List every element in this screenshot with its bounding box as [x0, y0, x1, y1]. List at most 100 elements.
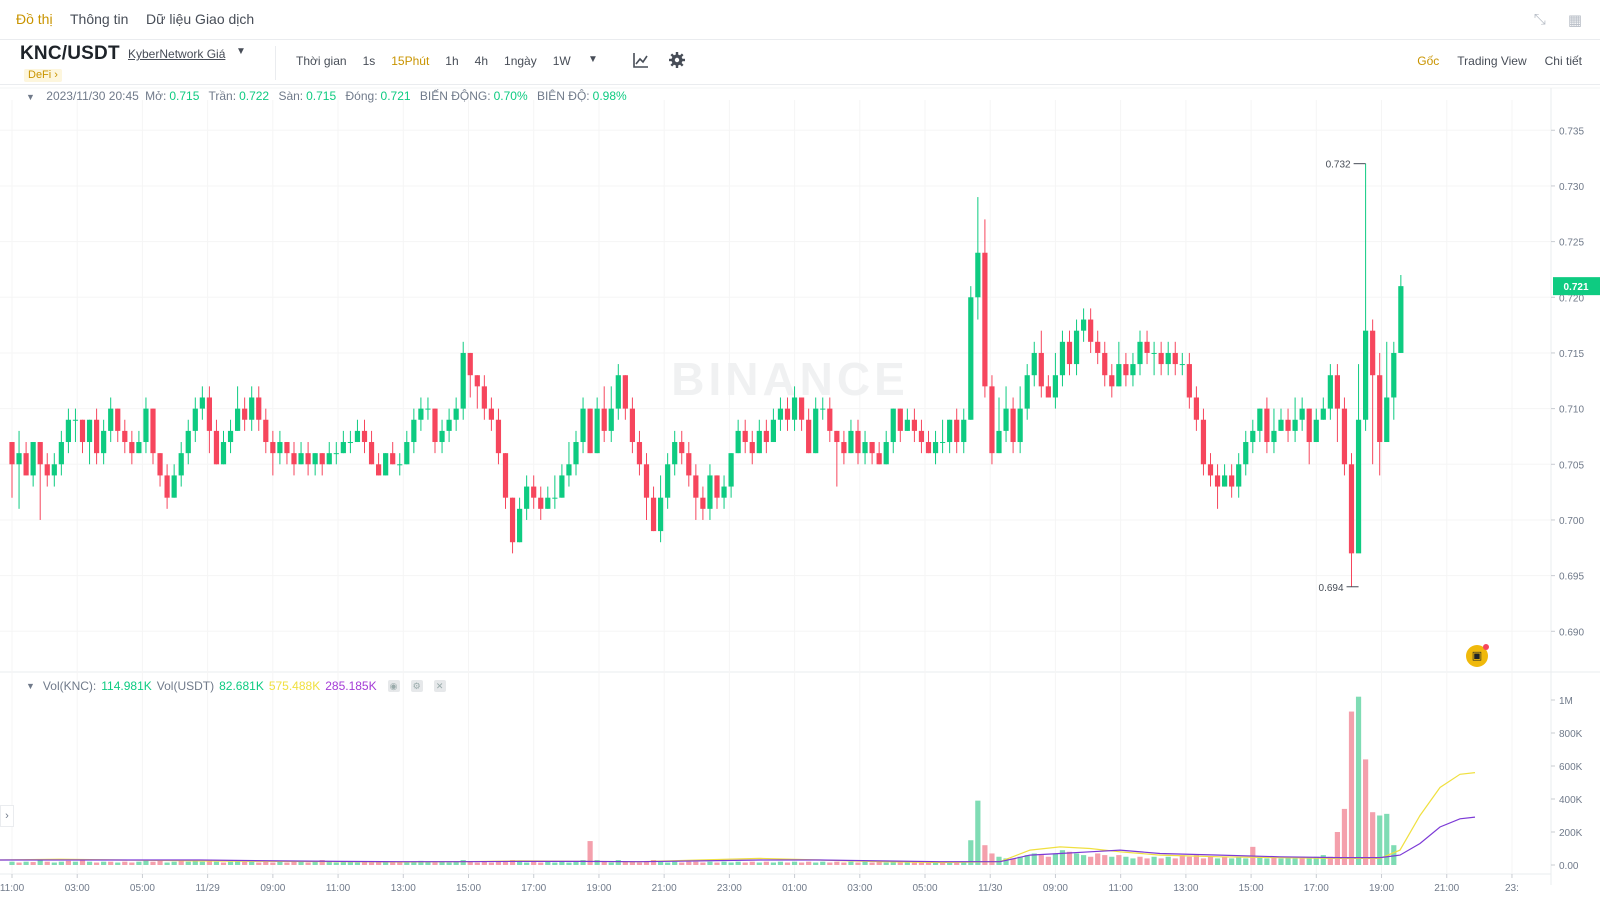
- ohlc-date: 2023/11/30 20:45: [46, 89, 139, 103]
- volume-bar: [425, 861, 431, 865]
- volume-bar: [220, 862, 227, 865]
- volume-bar: [1193, 855, 1199, 865]
- grid-layout-icon[interactable]: ▦: [1567, 12, 1582, 29]
- volume-bar: [940, 862, 946, 865]
- eye-icon[interactable]: ◉: [387, 680, 400, 692]
- volume-bar: [30, 862, 36, 865]
- interval-time-label[interactable]: Thời gian: [296, 54, 347, 68]
- gear-icon[interactable]: [668, 51, 686, 69]
- volume-bar: [799, 862, 805, 865]
- time-tick-label: 11:00: [1109, 883, 1134, 894]
- tab-chart[interactable]: Đồ thị: [16, 11, 53, 27]
- interval-1s[interactable]: 1s: [362, 54, 376, 68]
- volume-bar: [982, 845, 988, 865]
- candle-body: [1073, 330, 1080, 365]
- candle-body: [227, 430, 234, 443]
- category-tag[interactable]: DeFi ›: [24, 69, 62, 82]
- interval-4h[interactable]: 4h: [474, 54, 489, 68]
- candle-body: [1123, 364, 1129, 376]
- candle-body: [1010, 408, 1016, 443]
- volume-bar: [411, 861, 417, 865]
- volume-bar: [242, 861, 248, 865]
- volume-bar: [58, 861, 64, 865]
- interval-15m[interactable]: 15Phút: [391, 54, 430, 68]
- candle-body: [115, 408, 121, 431]
- candle-body: [968, 297, 974, 420]
- candle-body: [925, 442, 932, 454]
- candle-body: [319, 453, 325, 465]
- view-tradingview[interactable]: Trading View: [1457, 54, 1527, 68]
- indicator-icon[interactable]: [632, 51, 650, 69]
- collapse-icon[interactable]: ⤡: [1533, 11, 1546, 28]
- volume-bar: [333, 862, 339, 865]
- volume-bar: [650, 860, 657, 865]
- candle-body: [467, 352, 473, 376]
- candle-body: [1327, 375, 1333, 409]
- candle-body: [1193, 397, 1199, 420]
- candle-body: [263, 419, 269, 443]
- volume-bar: [354, 862, 361, 865]
- volume-bar: [199, 861, 205, 865]
- time-tick-label: 15:00: [1239, 883, 1264, 894]
- volume-bar: [538, 862, 544, 865]
- close-icon[interactable]: ✕: [433, 680, 446, 692]
- candle-body: [855, 430, 861, 454]
- expand-sidebar-button[interactable]: ›: [0, 805, 14, 827]
- notification-icon[interactable]: ▣: [1466, 645, 1488, 667]
- interval-1h[interactable]: 1h: [445, 54, 459, 68]
- candle-body: [517, 508, 523, 543]
- view-depth[interactable]: Chi tiết: [1544, 54, 1582, 68]
- candle-body: [235, 408, 241, 431]
- candle-body: [658, 497, 664, 532]
- candle-body: [1003, 408, 1009, 431]
- candle-body: [312, 453, 318, 465]
- volume-bar: [1024, 855, 1030, 865]
- tab-trading-data[interactable]: Dữ liệu Giao dịch: [146, 11, 255, 27]
- candle-body: [573, 442, 579, 465]
- volume-bar: [1158, 858, 1164, 865]
- volume-bar: [735, 861, 741, 865]
- volume-bar: [1123, 856, 1129, 865]
- volume-bar: [129, 862, 135, 865]
- volume-bar: [672, 861, 678, 865]
- candle-body: [256, 397, 262, 420]
- candle-body: [1348, 464, 1355, 554]
- volume-bar: [79, 860, 86, 865]
- volume-bar: [1116, 855, 1122, 865]
- chevron-down-icon[interactable]: ▼: [236, 46, 246, 57]
- volume-bar: [115, 862, 121, 865]
- candle-body: [178, 453, 184, 476]
- legend-collapse-icon[interactable]: ▼: [26, 92, 35, 102]
- vol-knc-value: 114.981K: [101, 679, 152, 693]
- candle-body: [665, 464, 671, 498]
- interval-1d[interactable]: 1ngày: [504, 54, 537, 68]
- ohlc-legend: ▼ 2023/11/30 20:45 Mở: 0.715 Trần: 0.722 S…: [26, 89, 633, 103]
- change-label: BIẾN ĐỘNG:: [419, 89, 491, 103]
- view-original[interactable]: Gốc: [1417, 54, 1440, 68]
- tab-info[interactable]: Thông tin: [70, 11, 129, 27]
- volume-bar: [728, 862, 734, 865]
- open-value: 0.715: [169, 89, 200, 103]
- volume-bar: [721, 861, 727, 865]
- interval-more-icon[interactable]: ▼: [588, 54, 598, 65]
- price-tick-label: 0.710: [1559, 405, 1584, 416]
- volume-collapse-icon[interactable]: ▼: [26, 681, 35, 691]
- volume-bar: [975, 800, 981, 865]
- time-tick-label: 03:00: [847, 883, 872, 894]
- pair-name-link[interactable]: KyberNetwork Giá: [128, 47, 226, 61]
- volume-bar: [587, 841, 593, 865]
- candle-body: [354, 430, 361, 443]
- candle-body: [643, 464, 650, 498]
- volume-bar: [305, 862, 311, 865]
- interval-1w[interactable]: 1W: [552, 54, 571, 68]
- candle-body: [742, 430, 748, 443]
- candle-body: [72, 419, 79, 421]
- candle-body: [531, 486, 537, 498]
- candle-body: [749, 442, 755, 454]
- chart-grid: [0, 87, 1600, 885]
- settings-icon[interactable]: ⚙: [410, 680, 423, 692]
- candle-body: [524, 486, 530, 509]
- time-tick-label: 13:00: [391, 883, 416, 894]
- volume-bar: [192, 860, 198, 865]
- candle-body: [390, 453, 396, 465]
